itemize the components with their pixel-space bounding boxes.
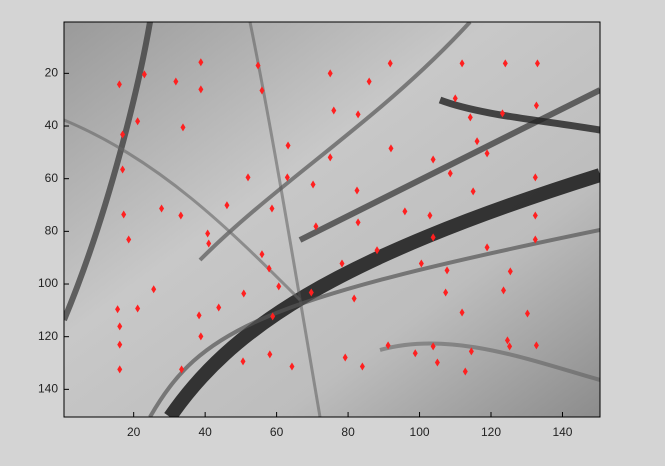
y-tick-label: 60	[45, 171, 59, 185]
y-tick-label: 140	[38, 382, 58, 396]
y-tick-label: 120	[38, 329, 58, 343]
image	[64, 22, 600, 417]
y-tick-label: 80	[45, 224, 59, 238]
x-tick-label: 60	[270, 425, 284, 439]
chart: 20 40 60 80 100 120 140 20 40 60 80 100 120 140	[0, 0, 665, 466]
x-tick-label: 40	[198, 425, 212, 439]
y-tick-label: 100	[38, 276, 58, 290]
x-tick-label: 20	[127, 425, 141, 439]
y-tick-label: 40	[45, 118, 59, 132]
x-tick-label: 100	[410, 425, 430, 439]
x-tick-label: 140	[552, 425, 572, 439]
x-tick-label: 120	[481, 425, 501, 439]
x-tick-label: 80	[341, 425, 355, 439]
y-tick-label: 20	[45, 66, 59, 80]
